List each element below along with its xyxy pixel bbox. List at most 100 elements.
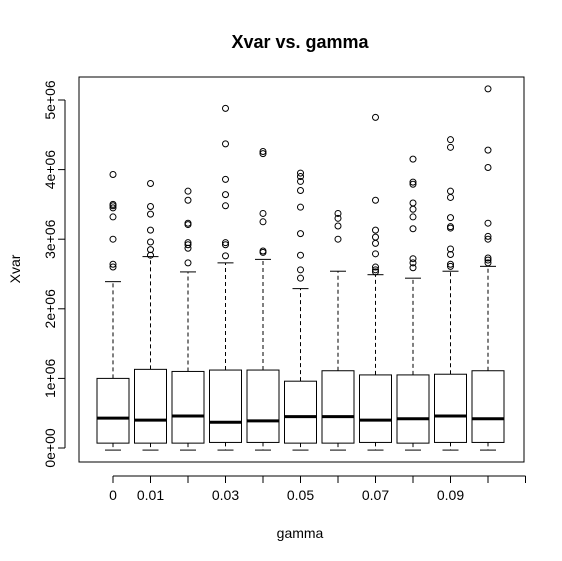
outlier-point <box>147 246 154 254</box>
outlier-point <box>409 199 417 207</box>
x-tick-label: 0.01 <box>137 487 164 503</box>
outlier-point <box>447 136 454 144</box>
outlier-point <box>447 262 454 270</box>
box-iqr <box>209 369 242 443</box>
outlier-point <box>147 226 154 234</box>
outlier-point <box>297 169 304 177</box>
outlier-point <box>297 266 304 274</box>
outlier-point <box>184 187 192 195</box>
outlier-point <box>109 263 117 271</box>
outlier-point <box>372 268 379 276</box>
outlier-point <box>372 226 379 234</box>
outlier-point <box>334 209 342 217</box>
outlier-point <box>334 222 342 230</box>
outlier-point <box>109 204 117 212</box>
outlier-point <box>184 219 192 227</box>
box-iqr <box>396 374 430 444</box>
outlier-point <box>109 200 117 208</box>
box-7 <box>359 113 392 451</box>
y-tick-label: 2e+06 <box>42 289 58 329</box>
box-1 <box>134 180 167 451</box>
y-axis-label: Xvar <box>7 254 23 283</box>
outlier-point <box>147 180 154 188</box>
box-iqr <box>284 380 317 444</box>
y-tick-label: 3e+06 <box>42 219 58 259</box>
outlier-point <box>447 245 454 253</box>
outlier-point <box>184 259 192 267</box>
outlier-point <box>334 235 342 243</box>
y-tick-label: 1e+06 <box>42 359 58 399</box>
outlier-point <box>484 235 492 243</box>
box-9 <box>434 136 467 451</box>
outlier-point <box>297 251 304 259</box>
outlier-point <box>222 140 229 148</box>
box-series <box>96 85 505 451</box>
outlier-point <box>372 239 379 247</box>
x-axis-label: gamma <box>277 525 324 541</box>
outlier-point <box>259 218 267 226</box>
outlier-point <box>409 259 417 267</box>
outlier-point <box>259 150 267 158</box>
box-5 <box>284 169 317 451</box>
outlier-point <box>409 255 417 263</box>
outlier-point <box>372 250 379 258</box>
x-tick-label: 0 <box>109 487 117 503</box>
outlier-point <box>447 214 454 222</box>
outlier-point <box>297 173 304 181</box>
x-axis: 0 0.01 0.03 0.05 0.07 0.09 <box>109 475 526 503</box>
y-tick-label: 4e+06 <box>42 150 58 190</box>
outlier-point <box>409 264 417 272</box>
outlier-point <box>147 238 154 246</box>
outlier-point <box>484 146 492 154</box>
outlier-point <box>409 225 417 233</box>
y-tick-label: 0e+00 <box>42 428 58 468</box>
outlier-point <box>222 104 229 112</box>
box-6 <box>321 209 355 451</box>
box-iqr <box>246 369 280 443</box>
box-4 <box>246 148 280 451</box>
outlier-point <box>484 164 492 172</box>
outlier-point <box>372 263 379 271</box>
outlier-point <box>297 203 304 211</box>
outlier-point <box>409 178 417 186</box>
outlier-point <box>222 202 229 210</box>
outlier-point <box>484 256 492 264</box>
outlier-point <box>222 239 229 247</box>
box-iqr <box>321 370 355 444</box>
outlier-point <box>222 191 229 199</box>
box-10 <box>471 85 505 451</box>
outlier-point <box>447 260 454 268</box>
outlier-point <box>484 254 492 262</box>
outlier-point <box>297 177 304 185</box>
box-iqr <box>171 370 205 444</box>
outlier-point <box>297 230 304 238</box>
outlier-point <box>147 210 154 218</box>
box-8 <box>396 155 430 451</box>
outlier-point <box>259 148 267 156</box>
outlier-point <box>259 209 267 217</box>
outlier-point <box>484 219 492 227</box>
outlier-point <box>372 196 379 204</box>
y-axis: 0e+00 1e+06 2e+06 3e+06 4e+06 5e+06 <box>42 80 66 468</box>
plot-area-frame <box>78 76 525 463</box>
outlier-point <box>222 252 229 260</box>
chart-title: Xvar vs. gamma <box>231 32 369 52</box>
x-tick-label: 0.07 <box>362 487 389 503</box>
outlier-point <box>447 223 454 231</box>
outlier-point <box>409 205 417 213</box>
x-tick-label: 0.09 <box>437 487 464 503</box>
outlier-point <box>447 187 454 195</box>
outlier-point <box>334 214 342 222</box>
outlier-point <box>372 233 379 241</box>
outlier-point <box>184 241 192 249</box>
box-3 <box>209 104 242 451</box>
outlier-point <box>409 155 417 163</box>
outlier-point <box>184 196 192 204</box>
y-tick-label: 5e+06 <box>42 80 58 120</box>
outlier-point <box>372 113 379 121</box>
x-tick-label: 0.05 <box>287 487 314 503</box>
outlier-point <box>297 274 304 282</box>
box-iqr <box>434 373 467 443</box>
outlier-point <box>372 266 379 274</box>
